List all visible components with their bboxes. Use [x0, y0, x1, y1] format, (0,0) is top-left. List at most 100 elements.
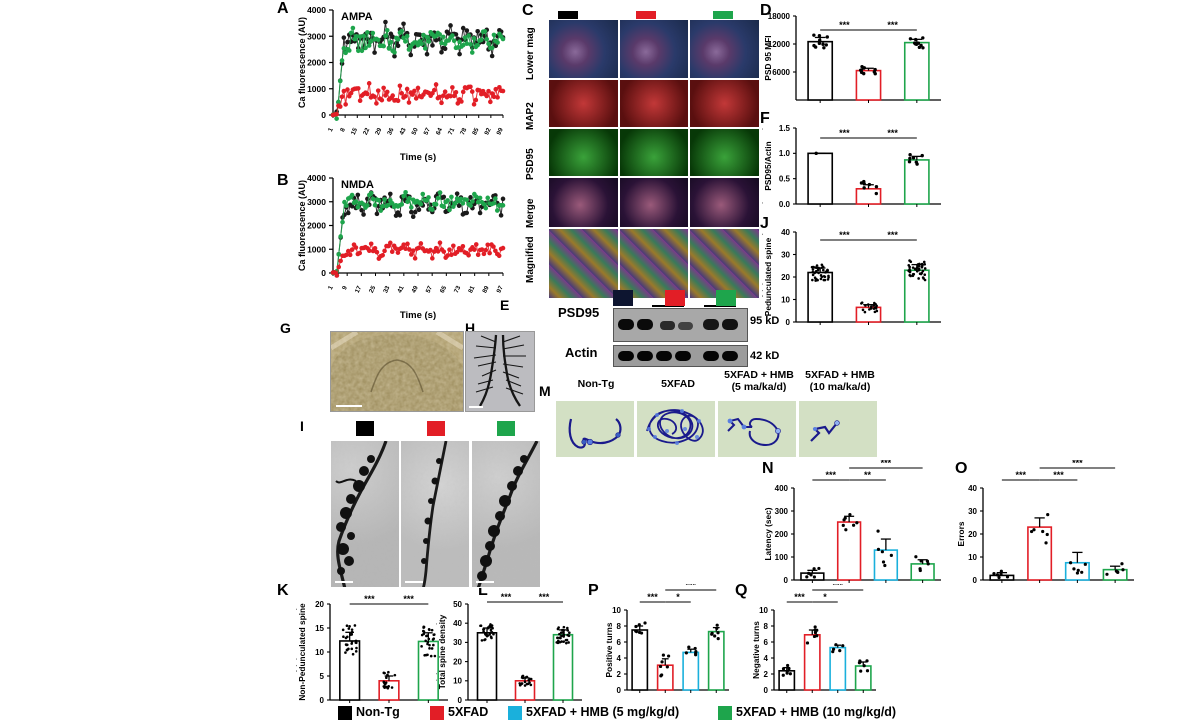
svg-text:***: *** [1053, 470, 1064, 480]
svg-text:57: 57 [425, 284, 435, 294]
svg-text:25: 25 [368, 284, 378, 294]
svg-text:***: *** [364, 594, 375, 604]
svg-text:(spines/ 10 um): (spines/ 10 um) [436, 622, 437, 683]
svg-text:1.5: 1.5 [779, 124, 791, 133]
svg-text:64: 64 [435, 126, 445, 136]
svg-text:***: *** [647, 592, 658, 602]
svg-text:2: 2 [617, 670, 622, 679]
svg-text:20: 20 [453, 657, 462, 666]
svg-text:0: 0 [617, 686, 622, 695]
svg-text:*: * [676, 592, 680, 602]
svg-text:Total spine density: Total spine density [437, 614, 447, 689]
svg-text:71: 71 [447, 126, 457, 136]
svg-text:50: 50 [453, 600, 462, 609]
svg-text:Time (s): Time (s) [400, 310, 436, 320]
svg-text:Latency (sec): Latency (sec) [763, 507, 773, 560]
svg-text:Positive turns: Positive turns [604, 622, 614, 677]
svg-text:density(spines/ 10 um): density(spines/ 10 um) [762, 232, 763, 322]
svg-text:1.0: 1.0 [779, 149, 791, 158]
svg-text:***: *** [1072, 460, 1083, 468]
svg-text:3000: 3000 [307, 197, 326, 207]
svg-text:200: 200 [775, 530, 789, 539]
svg-text:***: *** [825, 470, 836, 480]
svg-text:2000: 2000 [307, 58, 326, 68]
svg-text:6: 6 [764, 638, 769, 647]
svg-text:40: 40 [781, 228, 790, 237]
svg-text:20: 20 [968, 530, 977, 539]
svg-text:6000: 6000 [772, 68, 790, 77]
svg-text:1: 1 [327, 126, 335, 133]
svg-text:89: 89 [481, 284, 491, 294]
svg-text:9: 9 [341, 284, 349, 291]
svg-text:40: 40 [453, 619, 462, 628]
svg-text:1000: 1000 [307, 84, 326, 94]
svg-text:***: *** [887, 128, 898, 138]
svg-text:92: 92 [483, 126, 493, 136]
svg-text:0: 0 [458, 696, 463, 705]
svg-text:***: *** [832, 584, 843, 590]
svg-text:***: *** [501, 592, 512, 602]
svg-text:NMDA: NMDA [341, 179, 374, 191]
svg-text:10: 10 [968, 553, 977, 562]
svg-text:Ca fluorescence (AU): Ca fluorescence (AU) [297, 180, 307, 271]
svg-text:***: *** [1015, 470, 1026, 480]
svg-text:300: 300 [775, 507, 789, 516]
svg-text:*: * [823, 592, 827, 602]
svg-text:15: 15 [315, 624, 324, 633]
svg-text:Negative turns: Negative turns [751, 621, 761, 679]
svg-text:***: *** [839, 128, 850, 138]
svg-text:4: 4 [617, 654, 622, 663]
svg-text:41: 41 [396, 284, 406, 294]
svg-text:33: 33 [382, 284, 392, 294]
svg-text:97: 97 [496, 284, 506, 294]
svg-text:PSD 95 MFI: PSD 95 MFI [763, 35, 773, 80]
svg-text:30: 30 [968, 507, 977, 516]
svg-text:(Relative to control): (Relative to control) [762, 127, 763, 205]
svg-text:4000: 4000 [307, 173, 326, 183]
svg-text:8: 8 [764, 622, 769, 631]
svg-text:4: 4 [764, 654, 769, 663]
svg-text:6: 6 [617, 638, 622, 647]
svg-text:57: 57 [423, 126, 433, 136]
svg-text:3000: 3000 [307, 31, 326, 41]
svg-text:***: *** [839, 20, 850, 30]
svg-text:***: *** [403, 594, 414, 604]
svg-text:Time (s): Time (s) [400, 152, 436, 162]
svg-text:***: *** [794, 592, 805, 602]
svg-text:***: *** [887, 20, 898, 30]
svg-text:40: 40 [968, 484, 977, 493]
svg-text:43: 43 [398, 126, 408, 136]
svg-text:***: *** [887, 230, 898, 240]
svg-text:0: 0 [320, 696, 325, 705]
svg-text:73: 73 [453, 284, 463, 294]
svg-text:0: 0 [973, 576, 978, 585]
svg-text:10: 10 [759, 606, 768, 615]
svg-text:30: 30 [781, 250, 790, 259]
svg-text:49: 49 [411, 284, 421, 294]
svg-text:Non-Pedunculated spine: Non-Pedunculated spine [297, 603, 307, 701]
svg-text:**: ** [864, 470, 872, 480]
svg-text:100: 100 [775, 553, 789, 562]
svg-text:2: 2 [764, 670, 769, 679]
svg-text:***: *** [539, 592, 550, 602]
svg-text:AMPA: AMPA [341, 11, 373, 23]
svg-text:17: 17 [354, 284, 364, 294]
svg-text:30: 30 [453, 638, 462, 647]
svg-text:Pedunculated spine: Pedunculated spine [763, 237, 773, 316]
svg-text:65: 65 [439, 284, 449, 294]
svg-text:10: 10 [315, 648, 324, 657]
svg-text:4000: 4000 [307, 5, 326, 15]
svg-text:0: 0 [786, 318, 791, 327]
svg-text:2000: 2000 [307, 221, 326, 231]
svg-text:22: 22 [362, 126, 372, 136]
svg-text:0.0: 0.0 [779, 200, 791, 209]
svg-text:***: *** [881, 460, 892, 468]
svg-text:10: 10 [781, 295, 790, 304]
svg-text:20: 20 [315, 600, 324, 609]
svg-text:0.5: 0.5 [779, 174, 791, 183]
svg-text:8: 8 [339, 126, 347, 133]
svg-text:***: *** [685, 584, 696, 590]
svg-text:15: 15 [350, 126, 360, 136]
svg-text:Ca fluorescence (AU): Ca fluorescence (AU) [297, 17, 307, 108]
svg-text:8: 8 [617, 622, 622, 631]
